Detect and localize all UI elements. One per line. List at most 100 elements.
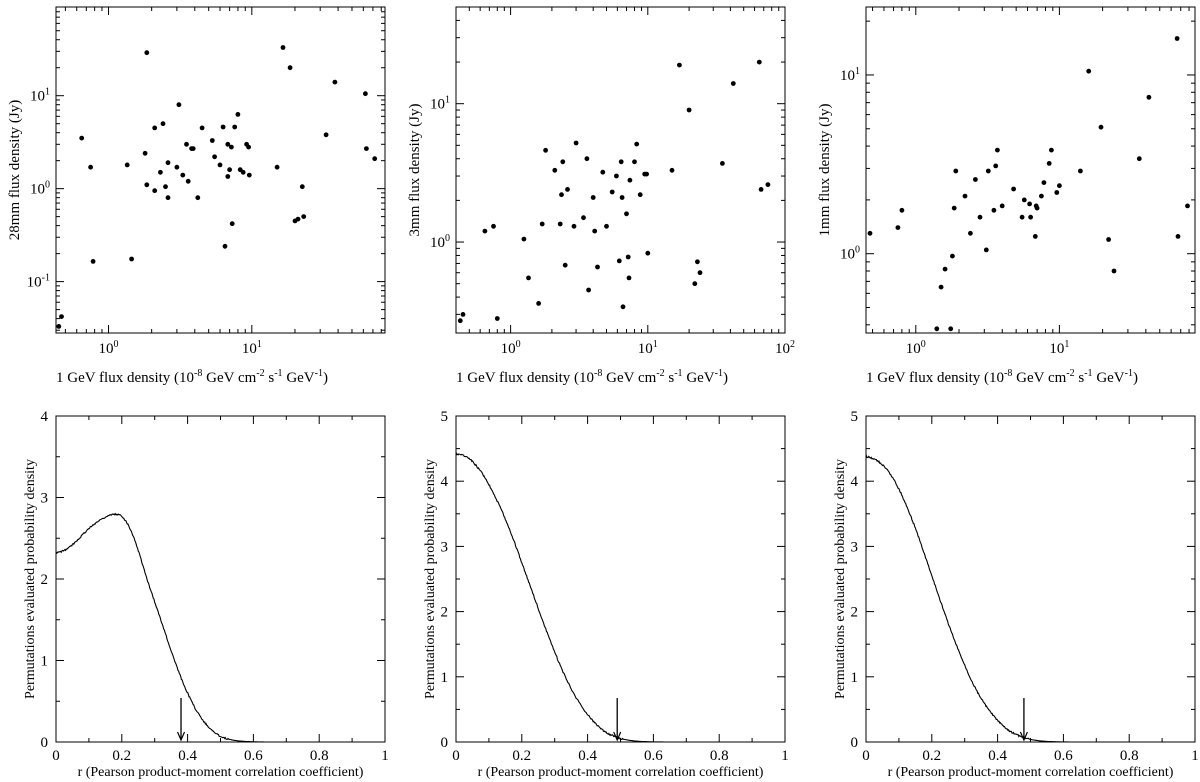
data-point [756,59,762,65]
data-point [229,144,234,150]
y-tick-label: 3 [41,491,49,507]
data-point [632,159,637,165]
x-tick-exponent: 2 [790,339,795,350]
data-point [372,156,378,162]
data-point [634,141,640,147]
data-point [552,167,558,173]
data-point [695,259,700,265]
data-point [1175,234,1181,239]
data-point [950,253,955,259]
x-tick-label: 100 [906,339,926,357]
data-point [1027,201,1032,207]
data-point [195,195,201,201]
data-point [246,172,252,178]
data-point [190,146,196,152]
x-tick-exponent: 1 [1064,339,1069,350]
data-point [592,228,598,234]
data-point [730,81,736,86]
data-point [185,178,191,184]
data-point [79,135,85,141]
y-axis-label: Permutations evaluated probability densi… [423,459,438,699]
x-axis-label-exponent: -2 [1066,368,1074,379]
y-tick-label: 100 [430,233,450,251]
data-point [56,324,62,329]
data-point [232,124,238,130]
y-tick-base: 10 [430,97,445,113]
data-point [637,192,643,198]
data-point [720,161,725,166]
data-point [1039,193,1044,199]
data-point [627,177,633,183]
y-tick-base: 10 [27,275,42,291]
data-point [536,301,541,306]
data-point [1086,68,1092,74]
x-tick-exponent: 1 [257,339,262,350]
data-point [1146,94,1152,100]
x-tick-base: 10 [775,341,790,357]
x-axis-label-exponent: -8 [194,368,202,379]
data-point [1136,156,1142,162]
data-point [1054,190,1060,195]
data-point [152,188,158,194]
data-point [543,147,548,153]
density-curve [455,452,785,743]
x-axis-label-exponent: -2 [256,368,264,379]
y-tick-exponent: 0 [445,233,450,244]
data-point [942,266,948,272]
x-tick-base: 10 [99,341,114,357]
data-point [1041,180,1047,186]
x-axis-label-exponent: -2 [656,368,664,379]
data-point [934,326,940,332]
data-point [176,102,182,108]
y-tick-label: 0 [41,735,49,751]
data-point [227,167,233,173]
data-point [595,264,600,270]
data-point [697,270,703,276]
y-tick-base: 10 [840,247,855,263]
density-panel-d3: 0 0.2 0.4 0.6 0.8 1 0 1 2 3 4 5 r (Pearson product-m… [423,409,789,780]
y-tick-label: 0 [851,735,859,751]
x-tick-label: 0.2 [512,748,531,764]
data-point [1174,36,1180,41]
data-point [609,189,615,195]
x-axis-label-text: 1 GeV flux density (10 [456,370,594,386]
x-tick-label: 0.8 [710,748,729,764]
data-point [962,193,968,199]
data-point [225,141,231,147]
y-axis-label: 28mm flux density (Jy) [7,100,23,240]
y-axis-label: Permutations evaluated probability densi… [833,459,848,699]
x-axis-label: 1 GeV flux density (10-8 GeV cm-2 s-1 Ge… [56,368,328,386]
data-point [280,45,286,50]
x-axis-label-exponent: -8 [1004,368,1012,379]
data-point [457,318,463,324]
data-point [491,223,496,229]
data-point [240,169,246,175]
x-tick-label: 1 [781,748,789,764]
data-point [332,79,338,85]
y-tick-label: 1 [441,670,449,686]
y-tick-exponent: 0 [45,180,50,191]
data-point [174,164,180,170]
x-axis-label-text: ) [723,370,728,386]
data-point [586,287,591,293]
data-point [985,168,991,174]
data-point [614,173,619,179]
data-point [1028,214,1033,220]
plot-frame [865,415,1196,743]
y-tick-label: 0 [441,735,449,751]
x-axis-label-text: s [665,370,675,386]
data-point [948,326,954,332]
x-axis-label-text: 1 GeV flux density (10 [866,370,1004,386]
y-tick-label: 2 [41,572,49,588]
data-point [951,205,957,211]
x-axis-label-exponent: -1 [715,368,723,379]
data-point [59,314,64,319]
x-axis-label-text: GeV [1093,370,1125,386]
data-point [1046,161,1052,166]
data-point [692,281,698,287]
data-point [323,132,329,138]
density-curve [55,512,385,743]
data-point [968,230,973,236]
